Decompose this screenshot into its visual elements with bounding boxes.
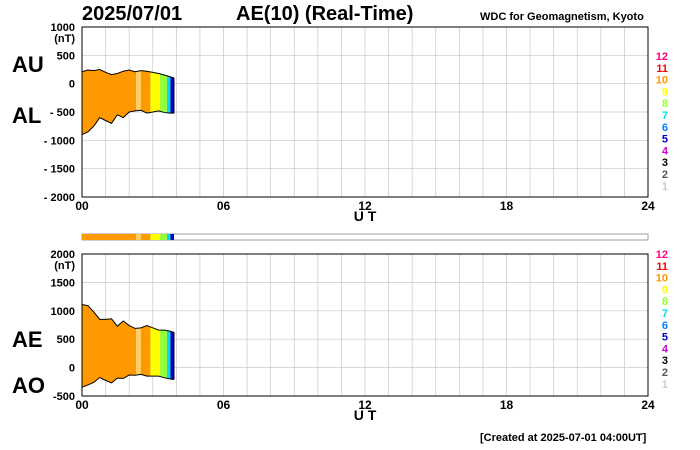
plot-frame: [81, 253, 649, 397]
station-legend-item: 5: [662, 332, 668, 344]
y-tick-label: 500: [57, 50, 75, 62]
ao-label: AO: [12, 373, 45, 398]
created-timestamp: [Created at 2025-07-01 04:00UT]: [480, 432, 647, 444]
x-tick-label: 18: [500, 398, 514, 412]
coverage-segment: [170, 234, 174, 240]
station-legend-item: 3: [662, 355, 668, 367]
coverage-segment: [159, 234, 167, 240]
station-legend-item: 12: [656, 51, 668, 63]
coverage-segment: [166, 234, 171, 240]
station-legend-item: 9: [662, 86, 668, 98]
y-tick-label: - 1500: [44, 164, 75, 176]
plot-title: AE(10) (Real-Time): [236, 3, 414, 25]
station-legend-item: 6: [662, 122, 668, 134]
x-tick-label: 12: [358, 199, 372, 213]
coverage-segment: [82, 234, 137, 240]
station-band: [150, 69, 160, 135]
au-label: AU: [12, 52, 44, 77]
y-tick-label: 500: [57, 334, 75, 346]
y-tick-label: 0: [69, 79, 75, 91]
station-legend-item: 4: [662, 343, 669, 355]
organization-label: WDC for Geomagnetism, Kyoto: [480, 11, 644, 23]
series-al-line: [81, 109, 174, 136]
station-band: [136, 69, 141, 135]
series-ae-line: [81, 304, 175, 333]
y-tick-label: -500: [53, 391, 75, 403]
station-legend-item: 4: [662, 145, 669, 157]
ae-label: AE: [12, 327, 43, 352]
coverage-segment: [150, 234, 160, 240]
station-band: [140, 304, 151, 388]
station-legend-item: 11: [656, 63, 668, 75]
station-band: [170, 69, 174, 135]
station-legend-item: 9: [662, 284, 668, 296]
series-au-line: [81, 68, 175, 79]
al-label: AL: [12, 103, 42, 128]
y-tick-label: 1000: [51, 306, 75, 318]
x-axis-label: U T: [354, 208, 377, 224]
plot-frame: [81, 26, 649, 198]
station-band: [170, 304, 174, 388]
x-axis-label: U T: [354, 407, 377, 423]
station-band: [159, 69, 167, 135]
station-legend-item: 5: [662, 134, 668, 146]
station-legend-item: 10: [656, 75, 668, 87]
x-tick-label: 18: [500, 199, 514, 213]
y-tick-label: - 1000: [44, 135, 75, 147]
station-legend-item: 12: [656, 249, 668, 261]
station-legend-item: 1: [662, 379, 668, 391]
panel-au-al: 1000 500 0 - 500 - 1000 - 1500 - 2000 (nT) 00 06 1…: [44, 22, 669, 224]
y-tick-label: 2000: [51, 249, 75, 261]
x-tick-label: 12: [358, 398, 372, 412]
station-legend-item: 10: [656, 273, 668, 285]
x-tick-label: 24: [641, 398, 655, 412]
plot-date: 2025/07/01: [82, 3, 183, 25]
station-legend-item: 7: [662, 110, 668, 122]
station-band: [150, 304, 160, 388]
y-unit-label: (nT): [54, 33, 75, 45]
station-band: [159, 304, 167, 388]
station-legend-item: 1: [662, 181, 668, 193]
x-tick-label: 06: [217, 398, 231, 412]
station-legend-item: 3: [662, 157, 668, 169]
y-tick-label: - 2000: [44, 192, 75, 204]
station-band: [140, 69, 151, 135]
x-tick-label: 24: [641, 199, 655, 213]
y-tick-label: 0: [69, 363, 75, 375]
coverage-bar: [81, 233, 649, 241]
station-legend-item: 8: [662, 98, 668, 110]
series-ao-line: [81, 373, 175, 388]
station-legend-item: 6: [662, 320, 668, 332]
station-band: [166, 69, 171, 135]
station-band: [166, 304, 171, 388]
x-tick-label: 06: [217, 199, 231, 213]
x-tick-label: 00: [75, 398, 89, 412]
station-legend-item: 7: [662, 308, 668, 320]
y-tick-label: - 500: [50, 107, 75, 119]
station-legend-item: 11: [656, 261, 668, 273]
coverage-segment: [136, 234, 141, 240]
y-tick-label: 1500: [51, 277, 75, 289]
station-band: [136, 304, 141, 388]
x-tick-label: 00: [75, 199, 89, 213]
coverage-segment: [140, 234, 151, 240]
y-unit-label: (nT): [54, 260, 75, 272]
station-legend-item: 8: [662, 296, 668, 308]
station-legend-item: 2: [662, 367, 668, 379]
y-tick-label: 1000: [51, 22, 75, 34]
station-legend-item: 2: [662, 169, 668, 181]
